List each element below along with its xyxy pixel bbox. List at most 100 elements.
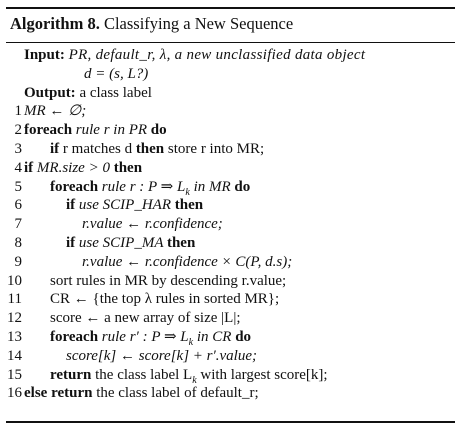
keyword: if (50, 140, 63, 157)
code-line: 12 score ← a new array of size |L|; (0, 309, 462, 328)
keyword: if (24, 159, 37, 176)
line-code: CR ← {the top λ rules in sorted MR}; (50, 290, 279, 309)
code-line: 2 foreach rule r in PR do (0, 121, 462, 140)
algorithm-number: Algorithm 8. (10, 14, 100, 33)
code-text: r.value ← r.confidence × C(P, d.s); (82, 253, 293, 270)
code-line: 4 if MR.size > 0 then (0, 159, 462, 178)
line-code: foreach rule r in PR do (24, 121, 167, 140)
keyword: if (66, 234, 79, 251)
line-code: score ← a new array of size |L|; (50, 309, 241, 328)
line-code: score[k] ← score[k] + r′.value; (66, 347, 257, 366)
line-code: return the class label Lk with largest s… (50, 366, 328, 386)
line-code: sort rules in MR by descending r.value; (50, 272, 286, 291)
code-text: rule r′ : P ⇒ L (101, 328, 189, 345)
line-number: 11 (7, 291, 22, 308)
line-number: 13 (7, 328, 22, 345)
code-text: MR.size > 0 (36, 159, 114, 176)
line-code: r.value ← r.confidence × C(P, d.s); (82, 253, 292, 272)
line-number: 12 (7, 310, 22, 327)
line-number: 1 (14, 103, 23, 120)
line-code: foreach rule r′ : P ⇒ Lk in CR do (50, 328, 252, 348)
code-text: the class label of default_r; (96, 385, 259, 402)
line-code: if MR.size > 0 then (24, 159, 142, 178)
algorithm-name: Classifying a New Sequence (103, 14, 294, 33)
line-number: 4 (14, 159, 23, 176)
line-code: if r matches d then store r into MR; (50, 140, 264, 159)
keyword: if (66, 197, 79, 214)
code-text: r.value ← r.confidence; (82, 216, 223, 233)
code-line: 10 sort rules in MR by descending r.value… (0, 272, 462, 291)
input-line: Input: PR, default_r, λ, a new unclassif… (0, 46, 462, 65)
line-number: 9 (14, 253, 23, 270)
line-number: 16 (7, 385, 22, 402)
code-lines: 1 MR ← ∅; 2 foreach rule r in PR do 3 if r ma… (0, 102, 462, 403)
code-text: k (185, 186, 190, 198)
output-label: Output: (24, 84, 76, 101)
keyword: foreach (24, 122, 76, 139)
title-rule (6, 42, 455, 43)
output-text: a class label (79, 84, 152, 101)
code-line: 5 foreach rule r : P ⇒ Lk in MR do (0, 178, 462, 198)
line-code: if use SCIP_HAR then (66, 196, 203, 215)
code-text: score ← a new array of size |L|; (50, 310, 241, 327)
line-code: if use SCIP_MA then (66, 234, 195, 253)
keyword: then (135, 140, 168, 157)
code-line: 8 if use SCIP_MA then (0, 234, 462, 253)
code-text: k (188, 336, 194, 348)
line-number: 14 (7, 347, 22, 364)
keyword: then (113, 159, 143, 176)
input-text-cont: d = (s, L?) (84, 65, 149, 82)
code-text: k (192, 374, 197, 386)
code-text: use SCIP_HAR (78, 197, 175, 214)
line-number: 8 (14, 234, 23, 251)
code-line: 9 r.value ← r.confidence × C(P, d.s); (0, 253, 462, 272)
output-line: Output: a class label (0, 84, 462, 103)
code-text: use SCIP_MA (78, 234, 167, 251)
keyword: then (166, 234, 196, 251)
code-text: in CR (193, 328, 236, 345)
code-line: 7 r.value ← r.confidence; (0, 215, 462, 234)
code-text: the class label L (95, 366, 193, 383)
code-text: rule r : P ⇒ L (101, 178, 186, 195)
input-label: Input: (24, 47, 65, 63)
code-line: 14 score[k] ← score[k] + r′.value; (0, 347, 462, 366)
algorithm-title: Algorithm 8. Classifying a New Sequence (10, 12, 455, 36)
line-number: 7 (14, 216, 23, 233)
code-text: MR ← ∅; (24, 103, 87, 120)
keyword: do (234, 178, 251, 195)
input-text: PR, default_r, λ, a new unclassified dat… (68, 47, 366, 63)
keyword: return (50, 366, 96, 383)
keyword: then (174, 197, 204, 214)
keyword: do (235, 328, 252, 345)
code-text: score[k] ← score[k] + r′.value; (66, 347, 258, 364)
code-text: sort rules in MR by descending r.value; (50, 272, 287, 289)
line-number: 2 (14, 122, 23, 139)
keyword: foreach (50, 328, 102, 345)
line-code: r.value ← r.confidence; (82, 215, 223, 234)
code-line: 16 else return the class label of default… (0, 384, 462, 403)
code-line: 3 if r matches d then store r into MR; (0, 140, 462, 159)
line-number: 6 (14, 197, 23, 214)
code-line: 13 foreach rule r′ : P ⇒ Lk in CR do (0, 328, 462, 348)
line-number: 5 (14, 178, 23, 195)
bottom-rule (6, 421, 455, 423)
keyword: do (150, 122, 167, 139)
code-line: 15 return the class label Lk with largest… (0, 366, 462, 386)
top-rule (6, 7, 455, 9)
code-text: rule r in PR (75, 122, 151, 139)
code-text: with largest score[k]; (196, 366, 328, 383)
code-line: 11 CR ← {the top λ rules in sorted MR}; (0, 290, 462, 309)
code-text: r matches d (62, 140, 136, 157)
keyword: foreach (50, 178, 102, 195)
code-text: in MR (189, 178, 235, 195)
line-code: foreach rule r : P ⇒ Lk in MR do (50, 178, 251, 198)
line-number: 3 (14, 140, 23, 157)
code-text: CR ← {the top λ rules in sorted MR}; (50, 291, 280, 308)
code-line: 1 MR ← ∅; (0, 102, 462, 121)
line-number: 10 (7, 272, 22, 289)
line-number: 15 (7, 366, 22, 383)
code-text: store r into MR; (167, 140, 265, 157)
code-line: 6 if use SCIP_HAR then (0, 196, 462, 215)
algorithm-body: Input: PR, default_r, λ, a new unclassif… (0, 46, 462, 403)
